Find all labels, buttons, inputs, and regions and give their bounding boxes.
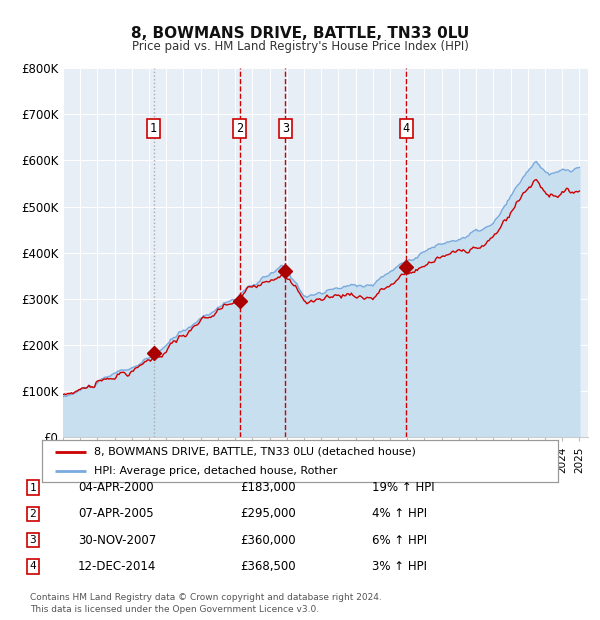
Text: 04-APR-2000: 04-APR-2000 <box>78 482 154 494</box>
Text: 3% ↑ HPI: 3% ↑ HPI <box>372 560 427 572</box>
Text: Price paid vs. HM Land Registry's House Price Index (HPI): Price paid vs. HM Land Registry's House … <box>131 40 469 53</box>
Text: 2: 2 <box>236 122 244 135</box>
Text: £183,000: £183,000 <box>240 482 296 494</box>
Text: 12-DEC-2014: 12-DEC-2014 <box>78 560 157 572</box>
Text: 07-APR-2005: 07-APR-2005 <box>78 508 154 520</box>
Text: 1: 1 <box>150 122 157 135</box>
Text: Contains HM Land Registry data © Crown copyright and database right 2024.
This d: Contains HM Land Registry data © Crown c… <box>30 593 382 614</box>
Text: 4: 4 <box>403 122 410 135</box>
Text: 4% ↑ HPI: 4% ↑ HPI <box>372 508 427 520</box>
Text: 30-NOV-2007: 30-NOV-2007 <box>78 534 156 546</box>
Text: 3: 3 <box>29 535 37 545</box>
Text: 1: 1 <box>29 483 37 493</box>
Text: £360,000: £360,000 <box>240 534 296 546</box>
Text: £295,000: £295,000 <box>240 508 296 520</box>
Text: 8, BOWMANS DRIVE, BATTLE, TN33 0LU (detached house): 8, BOWMANS DRIVE, BATTLE, TN33 0LU (deta… <box>94 446 415 456</box>
Text: 6% ↑ HPI: 6% ↑ HPI <box>372 534 427 546</box>
Text: £368,500: £368,500 <box>240 560 296 572</box>
Text: 8, BOWMANS DRIVE, BATTLE, TN33 0LU: 8, BOWMANS DRIVE, BATTLE, TN33 0LU <box>131 26 469 41</box>
Text: 4: 4 <box>29 561 37 571</box>
Text: 19% ↑ HPI: 19% ↑ HPI <box>372 482 434 494</box>
Text: 3: 3 <box>282 122 289 135</box>
Text: 2: 2 <box>29 509 37 519</box>
Text: HPI: Average price, detached house, Rother: HPI: Average price, detached house, Roth… <box>94 466 337 476</box>
